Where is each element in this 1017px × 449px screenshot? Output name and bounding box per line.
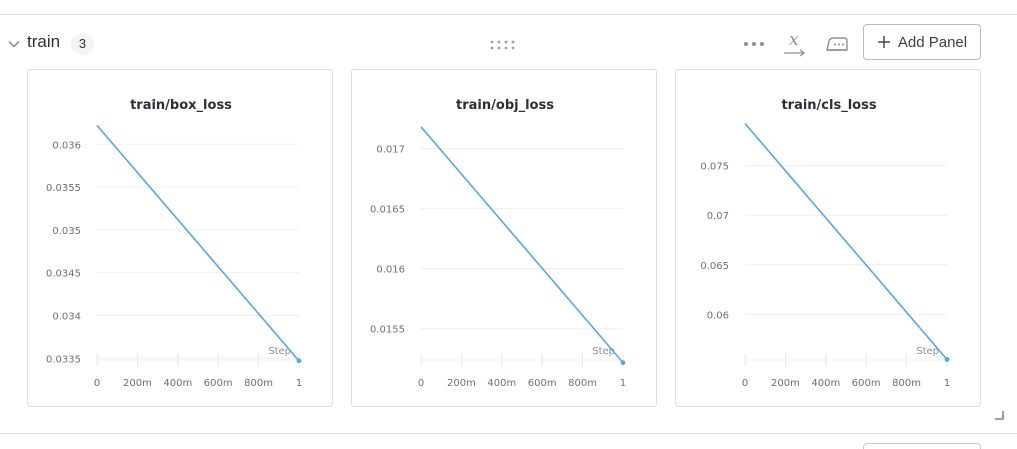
section-divider-bottom — [0, 433, 1017, 434]
x-tick-label: 800m — [244, 378, 273, 389]
line-chart: train/obj_loss 0.0155 0.016 0.0165 0.017 0 200… — [370, 98, 626, 389]
series-line — [96, 124, 300, 362]
series-endpoint — [296, 358, 302, 364]
x-tick-label: 600m — [528, 378, 557, 389]
x-tick-label: 200m — [447, 378, 476, 389]
y-tick-label: 0.06 — [707, 310, 729, 321]
chart-panel-cls-loss[interactable]: train/cls_loss 0.06 0.065 0.07 0.075 0 200m 400… — [675, 69, 981, 407]
x-tick-label: 800m — [892, 378, 921, 389]
bulk-edit-icon[interactable] — [824, 32, 850, 56]
y-tick-label: 0.07 — [707, 211, 729, 222]
drag-handle-icon[interactable] — [489, 38, 519, 50]
chart-panel-obj-loss[interactable]: train/obj_loss 0.0155 0.016 0.0165 0.017 0 200… — [351, 69, 657, 407]
line-chart: train/cls_loss 0.06 0.065 0.07 0.075 0 200m 400… — [700, 98, 950, 389]
resize-icon[interactable] — [994, 409, 1006, 421]
x-tick-label: 400m — [811, 378, 840, 389]
section-header: train 3 x — [0, 24, 1017, 62]
x-tick-label: 600m — [852, 378, 881, 389]
x-tick-label: 0 — [94, 378, 100, 389]
x-tick-label: 600m — [204, 378, 233, 389]
x-axis-label: Step — [268, 346, 291, 357]
series-line — [744, 122, 948, 361]
x-tick-label: 400m — [163, 378, 192, 389]
plus-icon — [877, 35, 891, 49]
x-tick-label: 1 — [620, 378, 626, 389]
chart-panel-box-loss[interactable]: train/box_loss 0.0335 0.034 0.0345 0.035 0.03… — [27, 69, 333, 407]
x-tick-label: 200m — [123, 378, 152, 389]
chart-title: train/cls_loss — [781, 98, 876, 113]
y-tick-label: 0.075 — [700, 162, 729, 173]
series-endpoint — [620, 360, 626, 366]
add-panel-label: Add Panel — [897, 33, 968, 51]
y-tick-label: 0.034 — [52, 311, 81, 322]
y-tick-label: 0.036 — [52, 140, 81, 151]
chart-title: train/box_loss — [130, 98, 232, 113]
x-tick-label: 200m — [771, 378, 800, 389]
x-tick-label: 400m — [487, 378, 516, 389]
x-tick-label: 1 — [296, 378, 302, 389]
y-tick-label: 0.0355 — [46, 183, 81, 194]
line-chart: train/box_loss 0.0335 0.034 0.0345 0.035 0.03… — [46, 98, 302, 389]
add-panel-button[interactable]: Add Panel — [863, 24, 981, 60]
y-tick-label: 0.017 — [376, 144, 405, 155]
next-section-button[interactable] — [863, 443, 981, 449]
x-axis-label: Step — [916, 346, 939, 357]
y-tick-label: 0.0165 — [370, 205, 405, 216]
svg-text:x: x — [789, 30, 799, 50]
x-axis-label: Step — [592, 346, 615, 357]
y-tick-label: 0.0155 — [370, 325, 405, 336]
section-title[interactable]: train — [27, 32, 61, 51]
chevron-down-icon[interactable] — [7, 37, 21, 51]
section-divider-top — [0, 14, 1017, 15]
panel-count-badge: 3 — [71, 33, 94, 55]
y-tick-label: 0.065 — [700, 261, 729, 272]
more-icon[interactable] — [742, 34, 766, 54]
y-tick-label: 0.016 — [376, 265, 405, 276]
chart-title: train/obj_loss — [456, 98, 554, 113]
x-tick-label: 1 — [944, 378, 950, 389]
y-tick-label: 0.0345 — [46, 269, 81, 280]
x-tick-label: 0 — [418, 378, 424, 389]
x-axis-icon[interactable]: x — [782, 30, 808, 58]
series-endpoint — [944, 357, 950, 362]
x-tick-label: 800m — [568, 378, 597, 389]
y-tick-label: 0.0335 — [46, 354, 81, 365]
series-line — [420, 126, 624, 364]
x-tick-label: 0 — [742, 378, 748, 389]
y-tick-label: 0.035 — [52, 226, 81, 237]
